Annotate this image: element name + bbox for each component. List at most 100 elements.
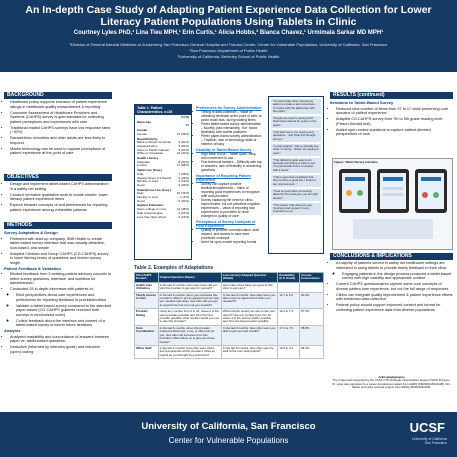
table1-category: Health Literacy: [137, 156, 159, 161]
patient-quote: "This [tablet] is quite easy to do becau…: [271, 157, 321, 174]
table1-category: Highest Education: [137, 203, 164, 208]
table2-cell: Using any number from 0 to 10, where 0 i…: [157, 308, 222, 326]
patient-quote: "I'm kind of like when [someone] asks me…: [271, 99, 321, 115]
theme-bullet: Prefer paper-based survey administration…: [201, 134, 262, 146]
acknowledgements-heading: Acknowledgements: [378, 375, 405, 379]
results-bullet: Added open-ended questions to capture pa…: [336, 128, 453, 137]
methods-section: Survey Adaptation & Design Partnered wit…: [4, 230, 112, 356]
table1-row: Female 13 (52%): [137, 131, 189, 136]
conclusion-bullet: A majority of patients served in safety …: [336, 261, 453, 270]
table2-cell: [277, 281, 301, 293]
table2-cell: In the last 6 months: How often were you…: [220, 324, 279, 346]
footer-institution: University of California, San Francisco: [141, 421, 316, 432]
table2-cell: Provider Rating: [134, 308, 159, 326]
table2-row: Provider Rating Using any number from 0 t…: [134, 308, 324, 326]
table2-row: Health Care Utilization In the last 6 mon…: [134, 281, 324, 293]
table1-row: Black or African American 5 (20%): [137, 140, 189, 145]
objectives-bullet: Explore broader concepts of and preferen…: [10, 203, 112, 212]
table2-cell: In the last 6 months: How often was the …: [220, 344, 279, 360]
table2-cell: Office Staff: [134, 344, 159, 360]
table1-row: Daily 7 (28%): [137, 171, 189, 176]
table1-row: Adequate 8 (32%): [137, 159, 189, 164]
poster-title: An In-depth Case Study of Adapting Patie…: [25, 4, 432, 28]
results-heading: RESULTS (continued): [330, 92, 453, 99]
objectives-section: Design and implement tablet-based CAHPS …: [4, 182, 112, 214]
affiliation-2: ²San Francisco Department of Public Heal…: [189, 48, 268, 53]
table2-cell: In the last 6 months: How often were you…: [220, 291, 279, 310]
table2-cell: [299, 281, 324, 293]
patient-quote: "I like to give them feedback that they'…: [271, 175, 321, 187]
theme-bullet: Timing of data collection – Value of col…: [201, 110, 262, 122]
table2-header: Answer Concordance: [299, 272, 324, 283]
background-bullet: Mobile technology can be used to capture…: [10, 147, 112, 156]
tablet-interface-figure: Figure: Tablet Survey Interface: [332, 158, 453, 250]
theme-bullet: Few technical barriers – Difficulty with…: [201, 160, 262, 172]
poster-footer: University of California, San Francisco …: [0, 412, 457, 457]
table1-row: High school degree 6 (24%): [137, 210, 189, 215]
table2-cell: In the last 6 months, how often were cle…: [157, 344, 222, 360]
theme-heading: Perceptions of Survey Catalysts of Poor …: [196, 220, 256, 228]
table2-cell: What number would you use to rate your d…: [220, 308, 279, 326]
table2-cell: How many times have you gone to this cli…: [220, 281, 279, 293]
table1-category: Race/Ethnicity: [137, 136, 158, 141]
methods-bullet: Elicited feedback from 3 existing patien…: [10, 272, 112, 286]
table1-row: White or Caucasian 10 (40%): [137, 151, 189, 156]
poster-authors: Courtney Lyles PhD,¹ Lina Tieu MPH,¹ Eri…: [73, 30, 384, 36]
table1-body: N (%) Mean Age 55 Gender Female 13 (52%) Race/…: [135, 115, 191, 220]
methods-bullet: Partnered with start-up company, Shift H…: [10, 237, 112, 251]
patient-characteristics-table: Table 1. Patient Characteristics, n=25 N…: [134, 104, 192, 260]
methods-subbullet: Elicit perspectives about care experienc…: [16, 293, 112, 302]
objectives-bullet: Conduct formative qualitative work to cr…: [10, 193, 112, 202]
patient-quote: "Just don't worry too much [over] questi…: [271, 130, 321, 142]
patient-quotes-panel: "I'm kind of like when [someone] asks me…: [268, 96, 324, 254]
table1-row: Never 5 (20%): [137, 198, 189, 203]
table2-cell: 58.8%: [299, 324, 324, 346]
patient-quote: "I feel so good when somebody takes the …: [271, 188, 321, 201]
table1-row: Hispanic/Latino 5 (20%): [137, 143, 189, 148]
methods-subbullet: Collect feedback about the interface and…: [16, 319, 112, 328]
theme-bullet: Survey capturing the need for clinic imp…: [201, 198, 262, 218]
table2-row: Office Staff In the last 6 months, how of…: [134, 344, 324, 360]
table1-row: Less than high school 6 (24%): [137, 214, 189, 219]
table1-category: Tablet Use (Freq.): [137, 168, 163, 173]
table2-cell: 14.2 to 7.3: [277, 308, 301, 326]
table1-row: Monthly or Less 3 (12%): [137, 179, 189, 184]
background-bullet: Racial/ethnic minorities and older adult…: [10, 136, 112, 145]
table2-cell: 17.4 to 7.9: [277, 324, 301, 346]
table1-title: Table 1. Patient Characteristics, n=25: [135, 105, 191, 115]
table2-cell: 80.4%: [299, 291, 324, 310]
table1-column-label: N (%): [181, 115, 189, 119]
background-bullet: Healthcare policy supports inclusion of …: [10, 100, 112, 109]
objectives-bullet: Design and implement tablet-based CAHPS …: [10, 182, 112, 191]
table2-title: Table 2. Examples of Adaptations: [134, 265, 324, 272]
conclusions-heading: CONCLUSIONS & IMPLICATIONS: [330, 253, 453, 260]
affiliation-3: ³University of California, Berkeley Scho…: [177, 54, 280, 59]
table2-cell: In the last 6 months, when you contacted…: [157, 291, 222, 310]
theme-bullet: Quality of provider communication, staff…: [201, 228, 262, 240]
table2-header: Original Question (Paper): [157, 272, 222, 283]
background-section: Healthcare policy supports inclusion of …: [4, 100, 112, 157]
table1-row: Monthly or Less 1 (4%): [137, 195, 189, 200]
conclusion-bullet: Clinics can integrate quality improvemen…: [336, 293, 453, 302]
footer-center: Center for Vulnerable Populations: [168, 436, 289, 445]
patient-quote: "The reason I like what you say: 'Courte…: [271, 202, 321, 215]
theme-bullet: Need for open-ended reporting format: [201, 240, 262, 244]
theme-heading: Preferences for Survey Administration: [196, 106, 262, 110]
table2-cell: 13.5 to 4.1: [277, 344, 301, 360]
affiliation-1: ¹Division of General Internal Medicine a…: [69, 42, 388, 47]
acknowledgements: Acknowledgements The project was support…: [332, 375, 451, 390]
table1-category: Gender: [137, 128, 148, 133]
results-bullet: Reduced total number of items from 37 to…: [336, 107, 453, 116]
table1-row: Limited 17 (68%): [137, 163, 189, 168]
table2-cell: 13.7 to 6.6: [277, 291, 301, 310]
table1-category: Smartphone Use (Freq.): [137, 187, 172, 192]
theme-heading: Importance of Reporting Patient Experien…: [196, 174, 251, 182]
background-bullet: Traditional mailed CAHPS surveys have lo…: [10, 126, 112, 135]
methods-bullet: Adapted Clinician and Group CAHPS (CG-CA…: [10, 252, 112, 266]
ucsf-logo: UCSF: [409, 420, 445, 435]
theme-bullet: Prefer tablet-based survey administratio…: [201, 122, 262, 134]
figure-title: Figure: Tablet Survey Interface: [334, 160, 378, 164]
table1-row: Daily 19 (76%): [137, 191, 189, 196]
objectives-heading: OBJECTIVES: [4, 174, 112, 181]
table2-cell: Timely Access to Care: [134, 291, 159, 310]
